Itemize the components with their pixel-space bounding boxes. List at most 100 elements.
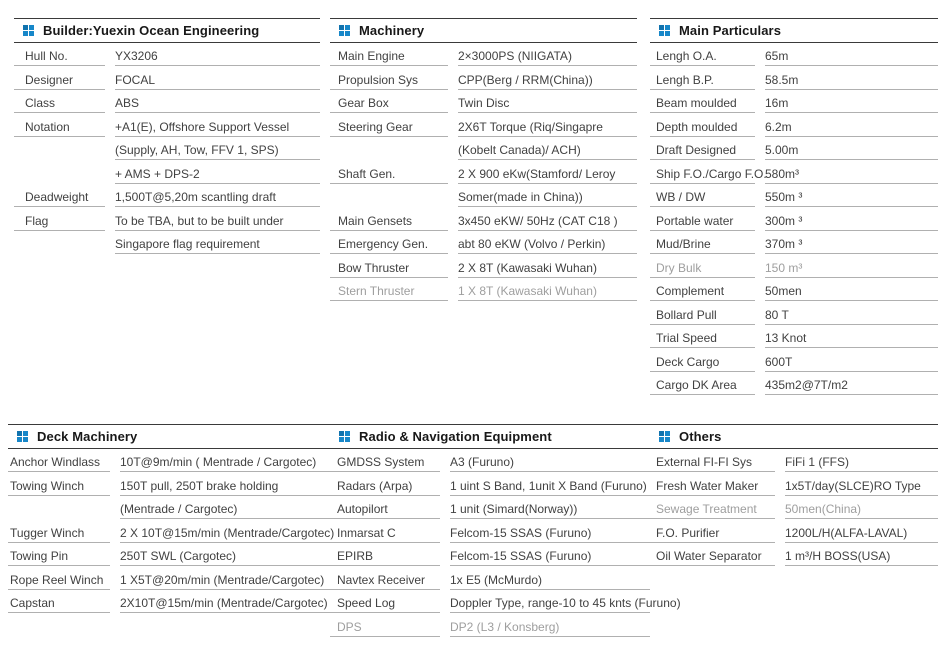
- spec-value: 600T: [765, 352, 938, 372]
- spec-label: Flag: [14, 211, 105, 231]
- spec-row: F.O. Purifier 1200L/H(ALFA-LAVAL): [650, 523, 938, 547]
- spec-row: Tugger Winch 2 X 10T@15m/min (Mentrade/Ca…: [8, 523, 334, 547]
- spec-row: Stern Thruster 1 X 8T (Kawasaki Wuhan): [330, 281, 637, 305]
- spec-label: EPIRB: [330, 546, 440, 566]
- spec-value: 1 m³/H BOSS(USA): [785, 546, 938, 566]
- section-title: Machinery: [359, 23, 425, 38]
- spec-row: External FI-FI Sys FiFi 1 (FFS): [650, 452, 938, 476]
- spec-value: 3x450 eKW/ 50Hz (CAT C18 ): [458, 211, 637, 231]
- spec-row: Steering Gear 2X6T Torque (Riq/Singapre: [330, 117, 637, 141]
- spec-row: Main Gensets 3x450 eKW/ 50Hz (CAT C18 ): [330, 211, 637, 235]
- spec-label: Towing Winch: [8, 476, 110, 496]
- spec-row: EPIRB Felcom-15 SSAS (Furuno): [330, 546, 650, 570]
- spec-value: 300m ³: [765, 211, 938, 231]
- spec-value: Somer(made in China)): [458, 187, 637, 207]
- section-title: Deck Machinery: [37, 429, 138, 444]
- spec-row: Deck Cargo 600T: [650, 352, 938, 376]
- spec-row: Radars (Arpa) 1 uint S Band, 1unit X Band…: [330, 476, 650, 500]
- section-title: Main Particulars: [679, 23, 782, 38]
- spec-value: 80 T: [765, 305, 938, 325]
- spec-value: CPP(Berg / RRM(China)): [458, 70, 637, 90]
- spec-row: Notation +A1(E), Offshore Support Vessel: [14, 117, 320, 141]
- spec-label: Sewage Treatment: [650, 499, 775, 519]
- spec-label: GMDSS System: [330, 452, 440, 472]
- spec-label: Trial Speed: [650, 328, 755, 348]
- spec-label: Rope Reel Winch: [8, 570, 110, 590]
- spec-label: Lengh B.P.: [650, 70, 755, 90]
- spec-row: Speed Log Doppler Type, range-10 to 45 kn…: [330, 593, 681, 617]
- spec-label: Inmarsat C: [330, 523, 440, 543]
- spec-value: 1 uint S Band, 1unit X Band (Furuno): [450, 476, 650, 496]
- spec-row: Bollard Pull 80 T: [650, 305, 938, 329]
- spec-row: Towing Winch 150T pull, 250T brake holdin…: [8, 476, 330, 500]
- section-machinery: Machinery Main Engine 2×3000PS (NIIGATA) P…: [330, 18, 637, 305]
- section-header: Radio & Navigation Equipment: [330, 424, 650, 449]
- spec-value: FiFi 1 (FFS): [785, 452, 938, 472]
- spec-row: GMDSS System A3 (Furuno): [330, 452, 650, 476]
- section-header: Machinery: [330, 18, 637, 43]
- spec-row: Deadweight 1,500T@5,20m scantling draft: [14, 187, 320, 211]
- spec-row: Depth moulded 6.2m: [650, 117, 938, 141]
- spec-label: Tugger Winch: [8, 523, 110, 543]
- spec-label: Steering Gear: [330, 117, 448, 137]
- spec-label: Gear Box: [330, 93, 448, 113]
- spec-value: 1 unit (Simard(Norway)): [450, 499, 650, 519]
- spec-row: Portable water 300m ³: [650, 211, 938, 235]
- spec-label: Deadweight: [14, 187, 105, 207]
- spec-row: Class ABS: [14, 93, 320, 117]
- spec-label: DPS: [330, 617, 440, 637]
- spec-value: 16m: [765, 93, 938, 113]
- spec-row: + AMS + DPS-2: [14, 164, 320, 188]
- spec-value: 2 X 8T (Kawasaki Wuhan): [458, 258, 637, 278]
- spec-label: WB / DW: [650, 187, 755, 207]
- spec-row: Bow Thruster 2 X 8T (Kawasaki Wuhan): [330, 258, 637, 282]
- spec-value: FOCAL: [115, 70, 320, 90]
- spec-value: YX3206: [115, 46, 320, 66]
- spec-row: Emergency Gen. abt 80 eKW (Volvo / Perkin…: [330, 234, 637, 258]
- spec-label: [14, 234, 105, 254]
- section-rows: GMDSS System A3 (Furuno) Radars (Arpa) 1 ui…: [330, 452, 681, 641]
- spec-label: Main Engine: [330, 46, 448, 66]
- spec-label: Mud/Brine: [650, 234, 755, 254]
- spec-label: Ship F.O./Cargo F.O.: [650, 164, 767, 184]
- spec-value: 1x E5 (McMurdo): [450, 570, 650, 590]
- spec-row: Autopilort 1 unit (Simard(Norway)): [330, 499, 650, 523]
- spec-label: Portable water: [650, 211, 755, 231]
- spec-value: 1200L/H(ALFA-LAVAL): [785, 523, 938, 543]
- spec-label: Stern Thruster: [330, 281, 448, 301]
- spec-label: [14, 164, 105, 184]
- spec-value: 13 Knot: [765, 328, 938, 348]
- spec-row: Somer(made in China)): [330, 187, 637, 211]
- section-rows: Hull No. YX3206 Designer FOCAL Class ABS Notat…: [14, 46, 320, 258]
- spec-value: 2X6T Torque (Riq/Singapre: [458, 117, 637, 137]
- spec-row: (Mentrade / Cargotec): [8, 499, 330, 523]
- spec-row: DPS DP2 (L3 / Konsberg): [330, 617, 650, 641]
- spec-row: Designer FOCAL: [14, 70, 320, 94]
- spec-value: abt 80 eKW (Volvo / Perkin): [458, 234, 637, 254]
- spec-row: Mud/Brine 370m ³: [650, 234, 938, 258]
- spec-row: Anchor Windlass 10T@9m/min ( Mentrade / C…: [8, 452, 330, 476]
- spec-label: Draft Designed: [650, 140, 755, 160]
- spec-label: Complement: [650, 281, 755, 301]
- spec-value: (Kobelt Canada)/ ACH): [458, 140, 637, 160]
- grid-squares-icon: [23, 25, 34, 36]
- spec-label: Propulsion Sys: [330, 70, 448, 90]
- spec-label: Notation: [14, 117, 105, 137]
- spec-label: Navtex Receiver: [330, 570, 440, 590]
- spec-value: 2×3000PS (NIIGATA): [458, 46, 637, 66]
- section-rows: Lengh O.A. 65m Lengh B.P. 58.5m Beam moulded…: [650, 46, 938, 399]
- spec-value: 5.00m: [765, 140, 938, 160]
- spec-label: Depth moulded: [650, 117, 755, 137]
- grid-squares-icon: [17, 431, 28, 442]
- spec-label: Main Gensets: [330, 211, 448, 231]
- spec-row: Main Engine 2×3000PS (NIIGATA): [330, 46, 637, 70]
- spec-row: WB / DW 550m ³: [650, 187, 938, 211]
- section-title: Others: [679, 429, 722, 444]
- section-title: Radio & Navigation Equipment: [359, 429, 552, 444]
- spec-row: Sewage Treatment 50men(China): [650, 499, 938, 523]
- spec-row: Capstan 2X10T@15m/min (Mentrade/Cargotec): [8, 593, 330, 617]
- section-radio-navigation: Radio & Navigation Equipment GMDSS Syste…: [330, 424, 681, 641]
- spec-label: Shaft Gen.: [330, 164, 448, 184]
- spec-value: 6.2m: [765, 117, 938, 137]
